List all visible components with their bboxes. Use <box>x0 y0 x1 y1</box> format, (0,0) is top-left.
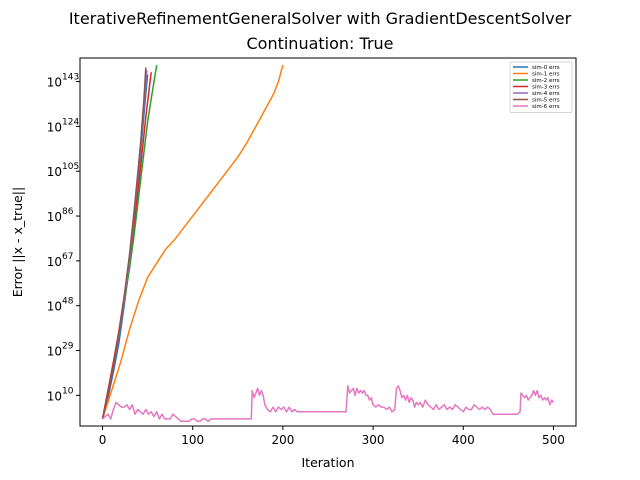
x-axis-label: Iteration <box>301 455 354 470</box>
axes-frame <box>79 57 577 427</box>
y-tick-exponent: 67 <box>62 252 73 262</box>
legend-label-sim-6: sim-6 errs <box>532 104 560 110</box>
y-tick-label: 10 <box>47 300 62 314</box>
x-tick-label: 300 <box>362 433 385 447</box>
series-line-sim-5 <box>101 67 147 420</box>
x-tick-label: 500 <box>542 433 565 447</box>
x-tick-label: 0 <box>99 433 107 447</box>
y-tick-label: 10 <box>47 255 62 269</box>
chart-subtitle: Continuation: True <box>246 34 393 53</box>
y-tick-exponent: 105 <box>62 162 79 172</box>
series-line-sim-1 <box>101 64 284 420</box>
y-axis-label: Error ||x - x_true|| <box>10 187 25 297</box>
plot-area <box>101 64 555 423</box>
legend-label-sim-5: sim-5 errs <box>532 98 560 104</box>
y-tick-label: 10 <box>47 120 62 134</box>
x-axis: 0 100 200 300 400 500 <box>99 426 565 447</box>
legend-label-sim-3: sim-3 errs <box>532 85 560 91</box>
y-tick-label: 10 <box>47 389 62 403</box>
y-tick-exponent: 86 <box>62 207 74 217</box>
x-tick-label: 200 <box>271 433 294 447</box>
y-tick-exponent: 10 <box>62 386 74 396</box>
legend-label-sim-1: sim-1 errs <box>532 72 560 78</box>
legend-label-sim-0: sim-0 errs <box>532 65 560 71</box>
y-tick-exponent: 124 <box>62 117 79 127</box>
x-tick-label: 400 <box>452 433 475 447</box>
y-tick-exponent: 143 <box>62 73 79 83</box>
y-tick-label: 10 <box>47 165 62 179</box>
y-tick-exponent: 48 <box>62 297 74 307</box>
series-line-sim-6 <box>102 385 555 423</box>
x-tick-label: 100 <box>181 433 204 447</box>
legend-label-sim-2: sim-2 errs <box>532 78 560 84</box>
y-tick-label: 10 <box>47 76 62 90</box>
y-tick-exponent: 29 <box>62 342 74 352</box>
y-tick-label: 10 <box>47 345 62 359</box>
legend-label-sim-4: sim-4 errs <box>532 91 560 97</box>
y-tick-label: 10 <box>47 210 62 224</box>
chart-title: IterativeRefinementGeneralSolver with Gr… <box>69 9 572 28</box>
